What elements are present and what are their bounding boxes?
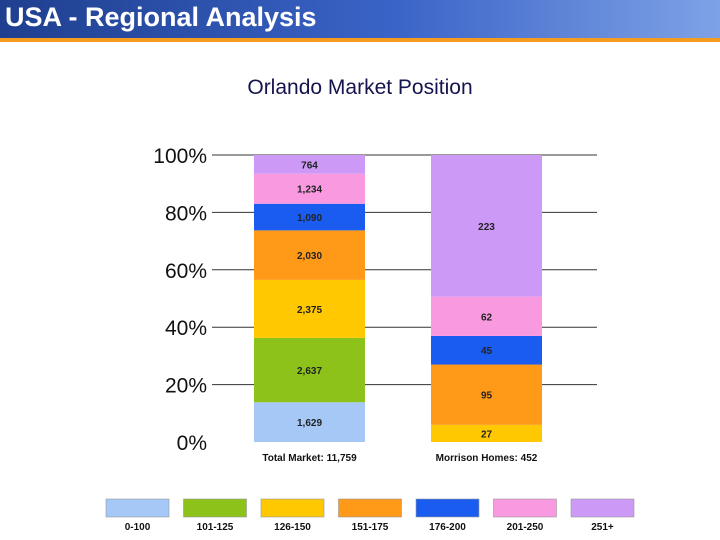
chart-title: Orlando Market Position [247, 76, 473, 99]
header-rule [0, 38, 720, 42]
bar-segment [254, 337, 365, 403]
data-label: 1,629 [297, 418, 322, 429]
legend-swatch [260, 498, 325, 518]
legend-swatch [493, 498, 557, 518]
bar-segment [254, 203, 365, 231]
bar-segment [254, 155, 365, 174]
y-tick-label: 20% [165, 375, 207, 398]
data-label: 2,030 [297, 251, 322, 262]
header-bar: USA - Regional Analysis [0, 0, 720, 38]
y-tick-label: 0% [177, 432, 207, 455]
bar-segment [254, 173, 365, 204]
legend-swatch [570, 498, 635, 518]
legend-label: 201-250 [507, 522, 544, 533]
y-tick-label: 100% [153, 145, 207, 168]
bar-segment [431, 335, 542, 365]
data-label: 95 [481, 391, 493, 402]
legend-label: 251+ [591, 522, 614, 533]
data-label: 223 [478, 222, 495, 233]
bar-segment [431, 296, 542, 336]
data-label: 27 [481, 429, 493, 440]
data-label: 2,375 [297, 305, 322, 316]
legend-label: 151-175 [352, 522, 389, 533]
data-label: 764 [301, 160, 318, 171]
y-tick-label: 80% [165, 202, 207, 225]
data-label: 1,234 [297, 185, 322, 196]
data-label: 62 [481, 312, 493, 323]
bar-segment [431, 364, 542, 425]
bar-segment [254, 279, 365, 338]
y-tick-label: 60% [165, 260, 207, 283]
category-label: Total Market: 11,759 [262, 453, 357, 464]
legend-swatch [338, 498, 402, 518]
data-label: 45 [481, 346, 493, 357]
y-tick-label: 40% [165, 317, 207, 340]
legend-swatch [183, 498, 247, 518]
data-label: 1,090 [297, 213, 322, 224]
bar-segment [431, 424, 542, 442]
bar-segment [254, 230, 365, 280]
legend-label: 101-125 [197, 522, 234, 533]
data-label: 2,637 [297, 366, 322, 377]
legend-label: 176-200 [429, 522, 466, 533]
bar-segment [254, 402, 365, 442]
legend-label: 0-100 [125, 522, 151, 533]
page-title: USA - Regional Analysis [5, 2, 317, 32]
legend-label: 126-150 [274, 522, 311, 533]
legend-swatch [105, 498, 170, 518]
legend-swatch [415, 498, 480, 518]
bar-segment [431, 155, 542, 297]
category-label: Morrison Homes: 452 [436, 453, 538, 464]
